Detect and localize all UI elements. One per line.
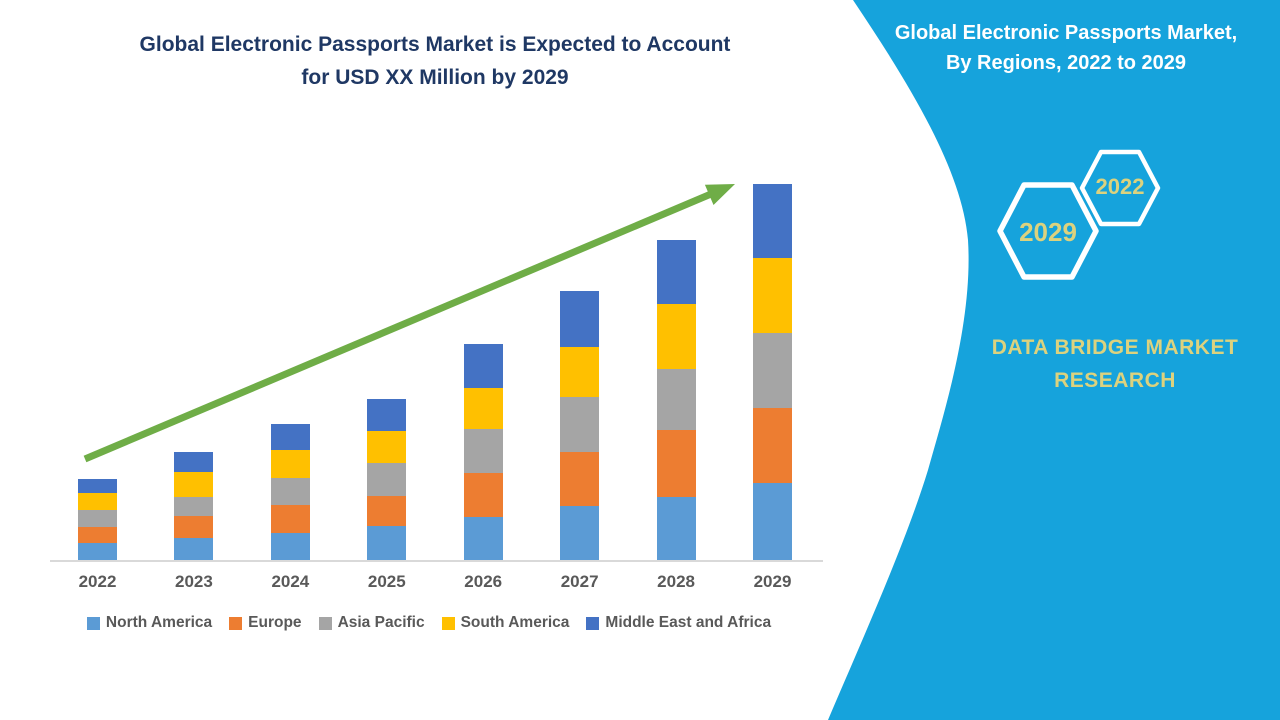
legend-swatch-icon: [86, 616, 100, 630]
bar-segment-north-america-2029: [753, 483, 792, 560]
legend-label: North America: [105, 614, 213, 631]
bar-segment-north-america-2026: [463, 517, 503, 560]
x-axis-label-2028: 2028: [657, 572, 695, 591]
brand-name-line2: RESEARCH: [1054, 369, 1176, 392]
legend: North America Europe Asia Pacific South Ame…: [0, 614, 858, 632]
bar-segment-middle-east-and-africa-2023: [174, 452, 214, 472]
chart-title-line2: for USD XX Million by 2029: [301, 66, 569, 89]
bar-segment-south-america-2028: [656, 304, 696, 369]
bar-segment-asia-pacific-2023: [174, 497, 214, 516]
legend-item-europe: Europe: [229, 614, 302, 632]
bar-segment-south-america-2029: [753, 258, 792, 333]
chart-title-line1: Global Electronic Passports Market is Ex…: [139, 33, 731, 56]
x-axis-label-2029: 2029: [753, 572, 792, 591]
bar-segment-north-america-2023: [174, 538, 214, 560]
bar-segment-south-america-2025: [367, 431, 407, 463]
x-axis-label-2025: 2025: [367, 572, 406, 591]
bar-segment-asia-pacific-2022: [78, 510, 117, 527]
bar-segment-asia-pacific-2024: [270, 478, 310, 505]
bar-segment-north-america-2028: [656, 497, 696, 560]
legend-label: Middle East and Africa: [605, 614, 772, 631]
bar-segment-asia-pacific-2028: [656, 369, 696, 430]
x-axis-label-2022: 2022: [78, 572, 117, 591]
stacked-bar-chart: 2022 2023 2024 2025 2026 2027 2028 2029: [50, 184, 823, 591]
bar-segment-asia-pacific-2027: [560, 397, 600, 452]
hexagon-small-year: 2022: [1095, 174, 1145, 199]
bar-segment-south-america-2026: [463, 388, 503, 429]
side-panel-background: [828, 0, 1280, 720]
legend-label: Europe: [248, 614, 302, 631]
bar-segment-south-america-2022: [78, 493, 117, 510]
bar-segment-middle-east-and-africa-2027: [560, 291, 600, 347]
bar-segment-asia-pacific-2029: [753, 333, 792, 408]
legend-item-asia-pacific: Asia Pacific: [318, 614, 425, 632]
bar-segment-north-america-2022: [78, 543, 117, 560]
legend-item-middle-east-and-africa: Middle East and Africa: [586, 614, 771, 632]
bar-segment-europe-2028: [656, 430, 696, 497]
bar-segment-south-america-2024: [270, 450, 310, 478]
legend-label: Asia Pacific: [337, 614, 425, 631]
x-axis-label-2026: 2026: [464, 572, 503, 591]
x-axis-line: [50, 560, 823, 562]
bar-segment-europe-2026: [463, 473, 503, 517]
brand-name: DATA BRIDGE MARKET RESEARCH: [955, 331, 1275, 397]
bar-segment-europe-2027: [560, 452, 600, 506]
side-panel-heading-line1: Global Electronic Passports Market,: [894, 22, 1238, 44]
legend-label: South America: [460, 614, 570, 631]
brand-name-line1: DATA BRIDGE MARKET: [991, 336, 1239, 359]
x-axis-label-2027: 2027: [560, 572, 599, 591]
bar-segment-middle-east-and-africa-2025: [367, 399, 407, 431]
bar-segment-middle-east-and-africa-2026: [463, 344, 503, 388]
bar-segment-europe-2025: [367, 496, 407, 526]
bar-segment-middle-east-and-africa-2022: [78, 479, 117, 493]
legend-item-north-america: North America: [86, 614, 213, 632]
bar-segment-north-america-2025: [367, 526, 407, 560]
legend-swatch-icon: [586, 616, 600, 630]
legend-swatch-icon: [318, 616, 332, 630]
side-panel-heading-line2: By Regions, 2022 to 2029: [945, 52, 1187, 74]
side-panel-heading: Global Electronic Passports Market, By R…: [862, 18, 1270, 78]
bar-segment-asia-pacific-2026: [463, 429, 503, 473]
bar-segment-europe-2024: [270, 505, 310, 533]
x-axis-label-2023: 2023: [175, 572, 213, 591]
bar-segment-europe-2022: [78, 527, 117, 543]
x-axis-label-2024: 2024: [271, 572, 310, 591]
hexagon-large-outline: [997, 182, 1099, 280]
bar-segment-middle-east-and-africa-2028: [656, 240, 696, 304]
bar-segment-north-america-2027: [560, 506, 600, 560]
bar-segment-asia-pacific-2025: [367, 463, 407, 496]
hexagon-large-year: 2029: [1019, 217, 1077, 247]
bar-segment-south-america-2023: [174, 472, 214, 497]
bar-segment-south-america-2027: [560, 347, 600, 397]
bar-segment-middle-east-and-africa-2029: [753, 184, 792, 258]
bar-segment-middle-east-and-africa-2024: [270, 424, 310, 450]
legend-swatch-icon: [441, 616, 455, 630]
bar-segment-north-america-2024: [270, 533, 310, 560]
legend-swatch-icon: [229, 616, 243, 630]
chart-title: Global Electronic Passports Market is Ex…: [0, 28, 870, 94]
bar-segment-europe-2023: [174, 516, 214, 538]
bar-segment-europe-2029: [753, 408, 792, 483]
hexagon-small-outline: [1079, 149, 1161, 227]
legend-item-south-america: South America: [441, 614, 570, 632]
